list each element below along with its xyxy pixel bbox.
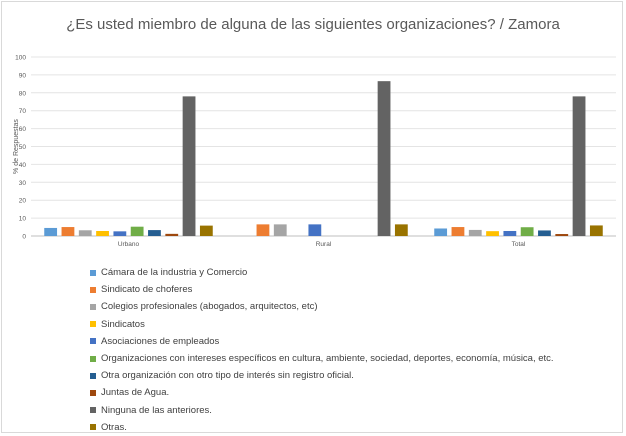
y-tick-label: 90 — [19, 72, 27, 79]
bar-2-4 — [503, 231, 516, 236]
y-tick-label: 80 — [19, 90, 27, 97]
legend-item: Colegios profesionales (abogados, arquit… — [90, 298, 554, 315]
x-category-label: Urbano — [118, 241, 140, 248]
bar-0-4 — [113, 231, 126, 236]
x-category-label: Total — [512, 241, 526, 248]
bar-0-7 — [165, 234, 178, 236]
bar-1-2 — [274, 224, 287, 236]
legend-item: Otra organización con otro tipo de inter… — [90, 367, 554, 384]
bar-2-8 — [573, 96, 586, 236]
bar-0-8 — [183, 96, 196, 236]
bar-2-0 — [434, 228, 447, 236]
bar-0-2 — [79, 230, 92, 236]
legend-label: Sindicatos — [101, 319, 145, 330]
legend-item: Organizaciones con intereses específicos… — [90, 350, 554, 367]
y-tick-label: 100 — [15, 55, 26, 62]
legend-label: Otras. — [101, 422, 127, 433]
bar-0-6 — [148, 230, 161, 236]
legend-swatch — [90, 390, 96, 396]
legend-swatch — [90, 321, 96, 327]
legend-label: Otra organización con otro tipo de inter… — [101, 370, 354, 381]
bar-1-4 — [308, 224, 321, 236]
legend-item: Asociaciones de empleados — [90, 333, 554, 350]
legend-label: Sindicato de choferes — [101, 284, 192, 295]
y-tick-label: 20 — [19, 198, 27, 205]
bar-2-5 — [521, 227, 534, 236]
y-tick-label: 70 — [19, 108, 27, 115]
bar-0-3 — [96, 231, 109, 236]
legend-swatch — [90, 356, 96, 362]
legend-label: Ninguna de las anteriores. — [101, 405, 212, 416]
bar-1-1 — [257, 224, 270, 236]
legend-swatch — [90, 424, 96, 430]
bar-0-9 — [200, 226, 213, 236]
y-axis-title: % de Respuestas — [13, 119, 20, 174]
legend-item: Ninguna de las anteriores. — [90, 402, 554, 419]
bar-0-0 — [44, 228, 57, 236]
legend-label: Colegios profesionales (abogados, arquit… — [101, 301, 318, 312]
bar-2-2 — [469, 230, 482, 236]
legend-swatch — [90, 407, 96, 413]
bar-0-5 — [131, 227, 144, 236]
legend-swatch — [90, 338, 96, 344]
legend-label: Juntas de Agua. — [101, 387, 169, 398]
legend-item: Otras. — [90, 419, 554, 436]
bar-2-7 — [555, 234, 568, 236]
y-tick-label: 30 — [19, 180, 27, 187]
legend-swatch — [90, 287, 96, 293]
legend-swatch — [90, 373, 96, 379]
bar-2-9 — [590, 225, 603, 236]
x-category-label: Rural — [316, 241, 332, 248]
legend-item: Sindicato de choferes — [90, 281, 554, 298]
y-tick-label: 0 — [22, 234, 26, 241]
legend-label: Cámara de la industria y Comercio — [101, 267, 247, 278]
legend-item: Juntas de Agua. — [90, 384, 554, 401]
bar-2-1 — [452, 227, 465, 236]
bar-2-6 — [538, 230, 551, 236]
legend-swatch — [90, 304, 96, 310]
legend-swatch — [90, 270, 96, 276]
bar-1-9 — [395, 224, 408, 236]
legend-label: Asociaciones de empleados — [101, 336, 219, 347]
legend-label: Organizaciones con intereses específicos… — [101, 353, 554, 364]
y-tick-label: 10 — [19, 216, 27, 223]
bar-2-3 — [486, 231, 499, 236]
bar-0-1 — [62, 227, 75, 236]
bar-1-8 — [378, 81, 391, 236]
chart-legend: Cámara de la industria y Comercio Sindica… — [90, 264, 554, 436]
legend-item: Sindicatos — [90, 316, 554, 333]
legend-item: Cámara de la industria y Comercio — [90, 264, 554, 281]
